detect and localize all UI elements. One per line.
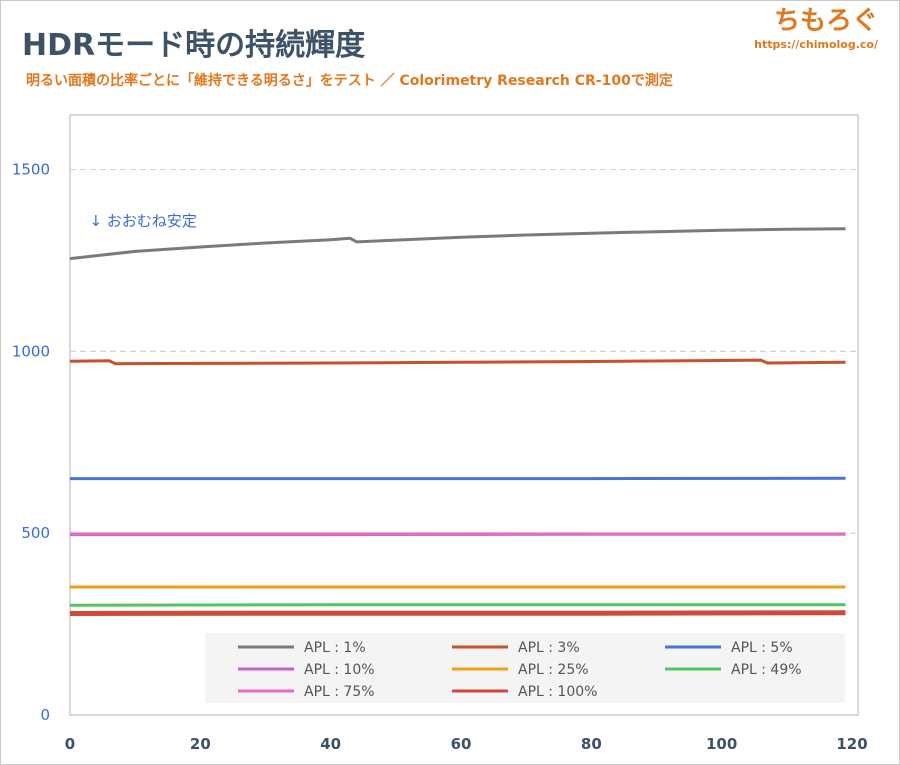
y-tick-label: 0 [40, 706, 50, 724]
x-tick-label: 40 [320, 735, 341, 753]
y-tick-label: 1000 [12, 342, 50, 360]
legend-label: APL : 100% [518, 684, 597, 700]
series-layer [69, 227, 846, 616]
series-line-1 [69, 227, 846, 261]
series-line-2 [69, 358, 846, 366]
legend-label: APL : 75% [304, 684, 375, 700]
plot-area [69, 114, 859, 716]
legend: APL : 1% APL : 3% APL : 5% APL : 10% APL : 2… [205, 633, 845, 703]
y-tick-label: 1500 [12, 161, 50, 179]
legend-label: APL : 1% [304, 640, 366, 656]
legend-label: APL : 3% [518, 640, 580, 656]
legend-box [205, 633, 845, 703]
chart-title: HDRモード時の持続輝度 [22, 28, 366, 63]
brand-url[interactable]: https://chimolog.co/ [754, 38, 878, 51]
x-tick-label: 60 [451, 735, 472, 753]
x-tick-label: 20 [190, 735, 211, 753]
chart-subtitle: 明るい面積の比率ごとに「維持できる明るさ」をテスト ／ Colorimetry … [26, 73, 673, 89]
legend-label: APL : 5% [731, 640, 793, 656]
brand-name: ちもろぐ [773, 6, 878, 36]
legend-label: APL : 49% [731, 662, 802, 678]
brand-logo[interactable]: ちもろぐ https://chimolog.co/ [754, 4, 878, 51]
y-tick-label: 500 [21, 524, 50, 542]
legend-label: APL : 25% [518, 662, 589, 678]
x-tick-label: 100 [706, 735, 737, 753]
series-line-8 [69, 610, 846, 616]
x-tick-label: 80 [581, 735, 602, 753]
x-tick-label: 120 [836, 735, 867, 753]
annotation-label: ↓ おおむね安定 [90, 212, 197, 230]
x-tick-label: 0 [65, 735, 75, 753]
legend-label: APL : 10% [304, 662, 375, 678]
x-axis-ticks: 0 20 40 60 80 100 120 [65, 735, 868, 753]
y-axis-ticks: 0 500 1000 1500 [12, 161, 50, 724]
